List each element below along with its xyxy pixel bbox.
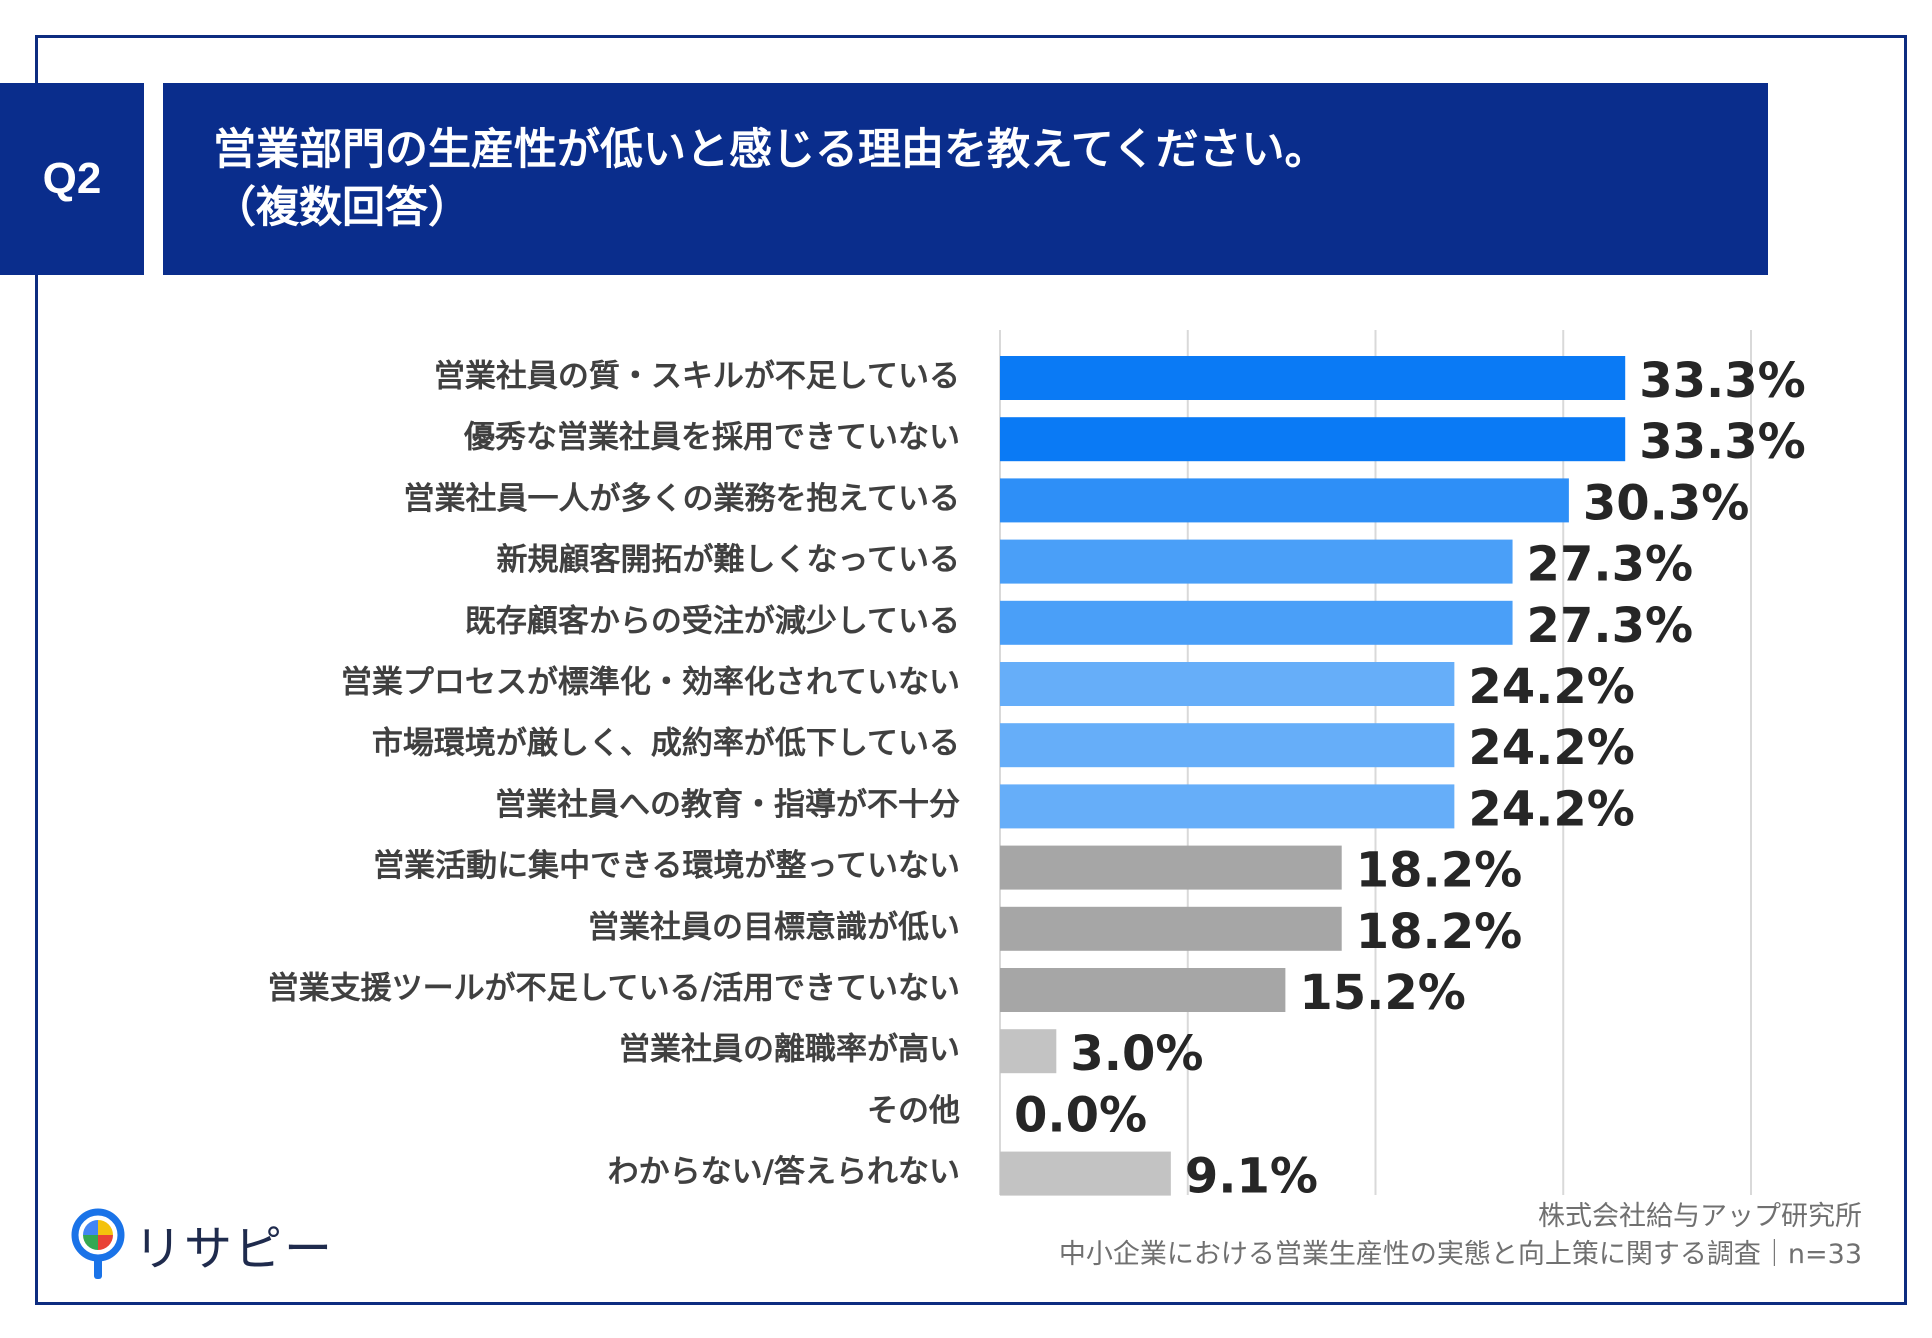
chart-title-line1: 営業部門の生産性が低いと感じる理由を教えてください。 <box>213 125 1328 175</box>
logo-text: リサピー <box>134 1221 335 1277</box>
bar-9 <box>1000 906 1342 951</box>
category-label-7: 営業社員への教育・指導が不十分 <box>495 787 960 823</box>
bar-7 <box>1000 784 1455 829</box>
value-label-9: 18.2% <box>1356 904 1523 960</box>
source-survey: 中小企業における営業生産性の実態と向上策に関する調査｜n=33 <box>1058 1239 1862 1270</box>
bar-chart: 営業社員の質・スキルが不足している優秀な営業社員を採用できていない営業社員一人が… <box>268 330 1806 1205</box>
value-labels: 33.3%33.3%30.3%27.3%27.3%24.2%24.2%24.2%… <box>1014 353 1806 1205</box>
question-number-badge: Q2 <box>0 83 144 275</box>
value-label-3: 27.3% <box>1527 537 1694 593</box>
value-label-13: 9.1% <box>1185 1149 1318 1205</box>
category-label-11: 営業社員の離職率が高い <box>619 1032 960 1068</box>
category-label-0: 営業社員の質・スキルが不足している <box>434 359 960 395</box>
category-label-6: 市場環境が厳しく、成約率が低下している <box>372 726 960 762</box>
bar-8 <box>1000 845 1342 890</box>
category-label-3: 新規顧客開拓が難しくなっている <box>497 542 960 578</box>
value-label-6: 24.2% <box>1468 720 1635 776</box>
value-label-2: 30.3% <box>1583 475 1750 531</box>
source-note: 株式会社給与アップ研究所 中小企業における営業生産性の実態と向上策に関する調査｜… <box>1059 1198 1862 1274</box>
category-label-10: 営業支援ツールが不足している/活用できていない <box>268 971 960 1007</box>
bar-6 <box>1000 723 1455 768</box>
category-label-13: わからない/答えられない <box>608 1154 960 1190</box>
value-label-0: 33.3% <box>1639 353 1806 409</box>
question-number: Q2 <box>42 154 102 203</box>
value-label-12: 0.0% <box>1014 1087 1147 1143</box>
chart-title-line2: （複数回答） <box>213 183 471 233</box>
bar-1 <box>1000 417 1626 462</box>
bar-11 <box>1000 1029 1057 1074</box>
category-label-2: 営業社員一人が多くの業務を抱えている <box>404 481 960 517</box>
category-labels: 営業社員の質・スキルが不足している優秀な営業社員を採用できていない営業社員一人が… <box>268 359 960 1191</box>
bars <box>1000 356 1626 1196</box>
frame <box>35 35 1907 1305</box>
value-label-4: 27.3% <box>1527 598 1694 654</box>
value-label-1: 33.3% <box>1639 414 1806 470</box>
value-label-8: 18.2% <box>1356 843 1523 899</box>
category-label-9: 営業社員の目標意識が低い <box>588 909 960 945</box>
category-label-5: 営業プロセスが標準化・効率化されていない <box>341 665 960 701</box>
bar-2 <box>1000 478 1569 523</box>
brand-logo: リサピー <box>70 1207 334 1281</box>
category-label-4: 既存顧客からの受注が減少している <box>465 603 960 639</box>
value-label-5: 24.2% <box>1468 659 1635 715</box>
category-label-1: 優秀な営業社員を採用できていない <box>463 420 960 456</box>
bar-0 <box>1000 356 1626 400</box>
value-label-10: 15.2% <box>1299 965 1466 1021</box>
bar-5 <box>1000 662 1455 706</box>
bar-4 <box>1000 600 1513 645</box>
source-company: 株式会社給与アップ研究所 <box>1538 1201 1862 1232</box>
category-label-12: その他 <box>867 1093 960 1129</box>
category-label-8: 営業活動に集中できる環境が整っていない <box>373 848 960 884</box>
bar-13 <box>1000 1151 1171 1196</box>
bar-3 <box>1000 539 1513 584</box>
title-banner: 営業部門の生産性が低いと感じる理由を教えてください。 （複数回答） <box>163 83 1768 275</box>
value-label-11: 3.0% <box>1070 1026 1203 1082</box>
pin-logo-icon <box>71 1208 125 1279</box>
value-label-7: 24.2% <box>1468 781 1635 837</box>
bar-10 <box>1000 968 1286 1012</box>
